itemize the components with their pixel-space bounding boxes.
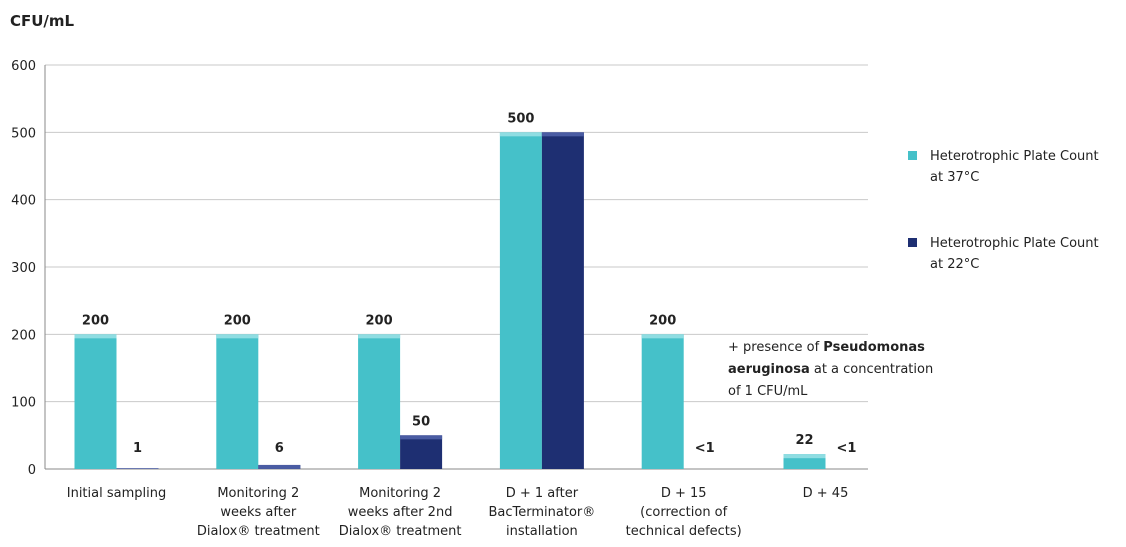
bar-hpc-37c <box>641 334 684 469</box>
legend-label: at 22°C <box>930 257 979 272</box>
x-category-label: Initial sampling <box>67 486 166 501</box>
data-label: 200 <box>224 313 251 328</box>
bar-hpc-22c <box>400 435 443 469</box>
bar-top-highlight <box>499 132 542 137</box>
y-tick-label: 400 <box>11 194 36 209</box>
bar-top-highlight <box>258 464 301 469</box>
data-label: 50 <box>412 414 430 429</box>
bar-top-highlight <box>74 334 117 339</box>
legend-label: at 37°C <box>930 170 979 185</box>
x-category-label: D + 1 after <box>506 486 579 501</box>
data-label: <1 <box>695 441 715 456</box>
data-label: 6 <box>275 441 284 456</box>
bar-top-highlight <box>216 334 259 339</box>
gridlines <box>44 64 868 470</box>
x-category-label: Dialox® treatment <box>197 524 320 539</box>
y-tick-label: 0 <box>28 463 36 478</box>
annotation-line: of 1 CFU/mL <box>728 384 808 399</box>
bar-top-highlight <box>358 334 401 339</box>
data-label: 22 <box>795 433 813 448</box>
y-tick-label: 100 <box>11 396 36 411</box>
y-tick-label: 300 <box>11 261 36 276</box>
bars <box>74 132 826 470</box>
y-axis-label: CFU/mL <box>10 12 75 30</box>
y-tick-label: 500 <box>11 126 36 141</box>
x-category-label: installation <box>506 524 578 539</box>
data-label: 200 <box>366 313 393 328</box>
bar-hpc-37c <box>499 132 542 470</box>
x-category-label: (correction of <box>640 505 727 520</box>
annotation-line: aeruginosa at a concentration <box>728 362 933 377</box>
legend: Heterotrophic Plate Count at 37°C Heterotr… <box>908 149 1099 272</box>
bar-top-highlight <box>541 132 584 137</box>
x-category-label: weeks after 2nd <box>348 505 453 520</box>
annotation-line: + presence of Pseudomonas <box>728 340 925 355</box>
y-axis-ticks: 0 100 200 300 400 500 600 <box>11 59 36 478</box>
bar-top-highlight <box>116 468 159 469</box>
x-category-label: weeks after <box>220 505 296 520</box>
y-tick-label: 600 <box>11 59 36 74</box>
y-tick-label: 200 <box>11 328 36 343</box>
x-category-label: BacTerminator® <box>489 505 596 520</box>
x-category-label: D + 15 <box>661 486 707 501</box>
data-label: 1 <box>133 441 142 456</box>
legend-label: Heterotrophic Plate Count <box>930 236 1099 251</box>
bar-hpc-37c <box>74 334 117 469</box>
x-category-label: technical defects) <box>626 524 742 539</box>
x-category-label: Monitoring 2 <box>217 486 299 501</box>
data-label: <1 <box>837 441 857 456</box>
x-category-label: D + 45 <box>803 486 849 501</box>
data-labels: 200 1 200 6 200 50 500 200 <1 22 <1 <box>82 111 857 456</box>
bar-hpc-37c <box>216 334 259 469</box>
legend-swatch <box>908 151 917 160</box>
data-label: 500 <box>507 111 534 126</box>
x-axis-categories: Initial sampling Monitoring 2 weeks after D… <box>67 486 849 539</box>
annotation: + presence of Pseudomonas aeruginosa at a… <box>728 340 933 399</box>
x-category-label: Dialox® treatment <box>339 524 462 539</box>
bar-hpc-37c <box>358 334 401 469</box>
bar-top-highlight <box>400 435 443 440</box>
bar-top-highlight <box>783 454 826 459</box>
bar-top-highlight <box>641 334 684 339</box>
data-label: 200 <box>649 313 676 328</box>
data-label: 200 <box>82 313 109 328</box>
legend-label: Heterotrophic Plate Count <box>930 149 1099 164</box>
legend-swatch <box>908 238 917 247</box>
x-category-label: Monitoring 2 <box>359 486 441 501</box>
bar-hpc-22c <box>541 132 584 470</box>
